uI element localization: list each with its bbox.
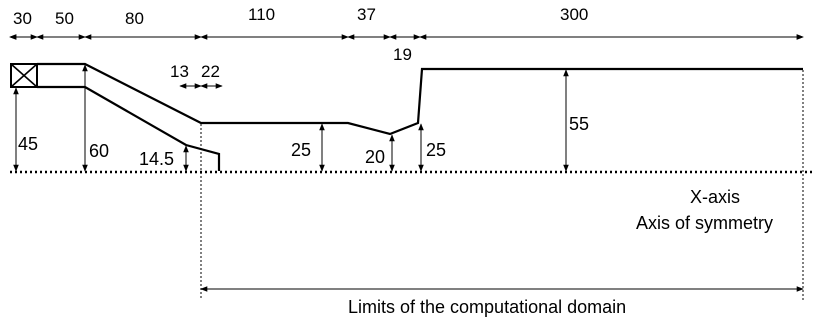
height-label-25b: 25 (426, 140, 446, 160)
height-label-14-5: 14.5 (139, 149, 174, 169)
x-axis-label: X-axis (690, 187, 740, 207)
top-dimension-chain: 30 50 80 110 37 19 300 (9, 5, 804, 64)
dim-label-13: 13 (170, 62, 189, 81)
inlet-box (10, 63, 38, 88)
axis-of-symmetry-label: Axis of symmetry (636, 213, 773, 233)
height-label-45: 45 (18, 134, 38, 154)
computational-domain-limits: Limits of the computational domain (200, 70, 804, 317)
small-dimension-13-22: 13 22 (170, 62, 223, 89)
height-dimensions: 45 60 14.5 25 20 25 55 (13, 64, 589, 172)
dim-label-50: 50 (55, 9, 74, 28)
dim-label-37: 37 (357, 5, 376, 24)
inlet-cross-2 (10, 63, 38, 88)
dim-label-80: 80 (125, 9, 144, 28)
nozzle-wall-geometry (10, 62, 803, 171)
dim-label-300: 300 (560, 5, 588, 24)
outer-wall-upper (37, 62, 803, 136)
height-label-20: 20 (365, 147, 385, 167)
domain-limits-label: Limits of the computational domain (348, 297, 626, 317)
dim-label-22: 22 (201, 62, 220, 81)
height-label-55: 55 (569, 114, 589, 134)
dim-label-19: 19 (393, 45, 412, 64)
dim-label-30: 30 (13, 9, 32, 28)
inner-wall-lower (37, 85, 221, 171)
height-label-25a: 25 (291, 140, 311, 160)
dim-label-110: 110 (248, 5, 275, 24)
height-label-60: 60 (89, 141, 109, 161)
